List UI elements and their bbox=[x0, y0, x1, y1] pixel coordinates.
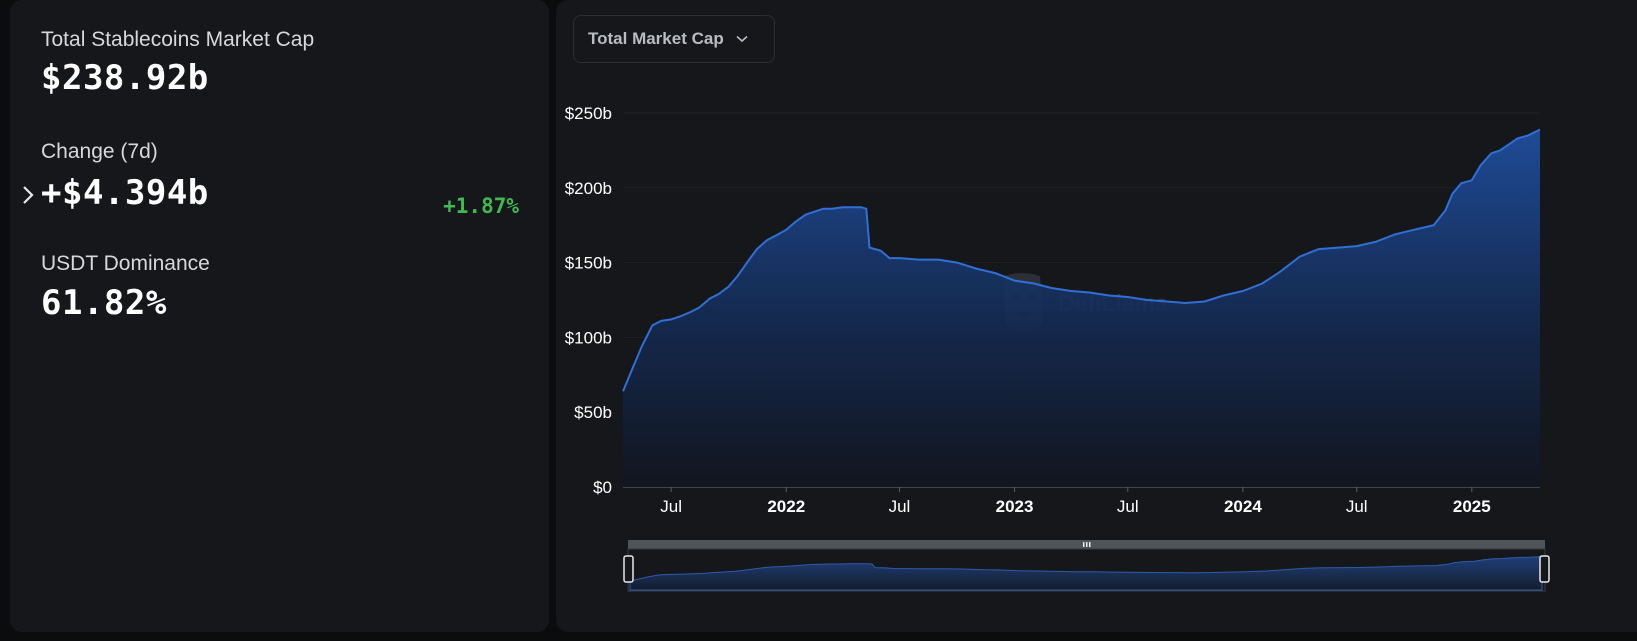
x-tick-label: 2024 bbox=[1224, 497, 1262, 516]
change-7d-value: +$4.394b bbox=[41, 173, 209, 213]
range-slider-preview bbox=[629, 555, 1543, 591]
chevron-down-icon bbox=[736, 35, 748, 43]
range-handle-left[interactable] bbox=[623, 555, 634, 583]
market-cap-area bbox=[623, 129, 1540, 487]
usdt-dominance-value: 61.82% bbox=[41, 283, 167, 323]
drag-grip-icon bbox=[1083, 542, 1091, 547]
market-cap-chart[interactable]: $0 $50b $100b $150b $200b $250b Jul 2022 Jul 202… bbox=[556, 0, 1637, 632]
x-tick-label: Jul bbox=[1346, 497, 1368, 516]
x-tick-label: Jul bbox=[660, 497, 682, 516]
x-axis: Jul 2022 Jul 2023 Jul 2024 Jul 2025 bbox=[660, 487, 1491, 516]
change-7d-label: Change (7d) bbox=[41, 140, 158, 163]
x-tick-label: 2025 bbox=[1453, 497, 1491, 516]
x-tick-label: Jul bbox=[889, 497, 911, 516]
chevron-right-icon[interactable] bbox=[18, 184, 40, 206]
y-tick-label: $0 bbox=[593, 478, 612, 497]
market-cap-line bbox=[622, 128, 1541, 392]
x-tick-label: Jul bbox=[1117, 497, 1139, 516]
chart-type-dropdown[interactable]: Total Market Cap bbox=[573, 15, 775, 63]
stats-panel: Total Stablecoins Market Cap $238.92b Ch… bbox=[10, 0, 549, 632]
x-tick-label: 2023 bbox=[996, 497, 1034, 516]
y-tick-label: $100b bbox=[565, 328, 612, 347]
usdt-dominance-label: USDT Dominance bbox=[41, 252, 210, 275]
chart-type-dropdown-label: Total Market Cap bbox=[588, 29, 724, 48]
range-slider[interactable] bbox=[623, 540, 1550, 592]
x-tick-label: 2022 bbox=[767, 497, 805, 516]
change-7d-percent: +1.87% bbox=[443, 194, 519, 218]
y-tick-label: $200b bbox=[565, 179, 612, 198]
y-tick-label: $50b bbox=[574, 403, 612, 422]
total-market-cap-value: $238.92b bbox=[41, 58, 209, 98]
range-handle-right[interactable] bbox=[1539, 555, 1550, 583]
y-axis: $0 $50b $100b $150b $200b $250b bbox=[565, 104, 612, 497]
y-tick-label: $250b bbox=[565, 104, 612, 123]
y-tick-label: $150b bbox=[565, 254, 612, 273]
total-market-cap-label: Total Stablecoins Market Cap bbox=[41, 28, 315, 51]
chart-panel: Total Market Cap $0 $50b $100b $150b $200b $2… bbox=[556, 0, 1637, 632]
